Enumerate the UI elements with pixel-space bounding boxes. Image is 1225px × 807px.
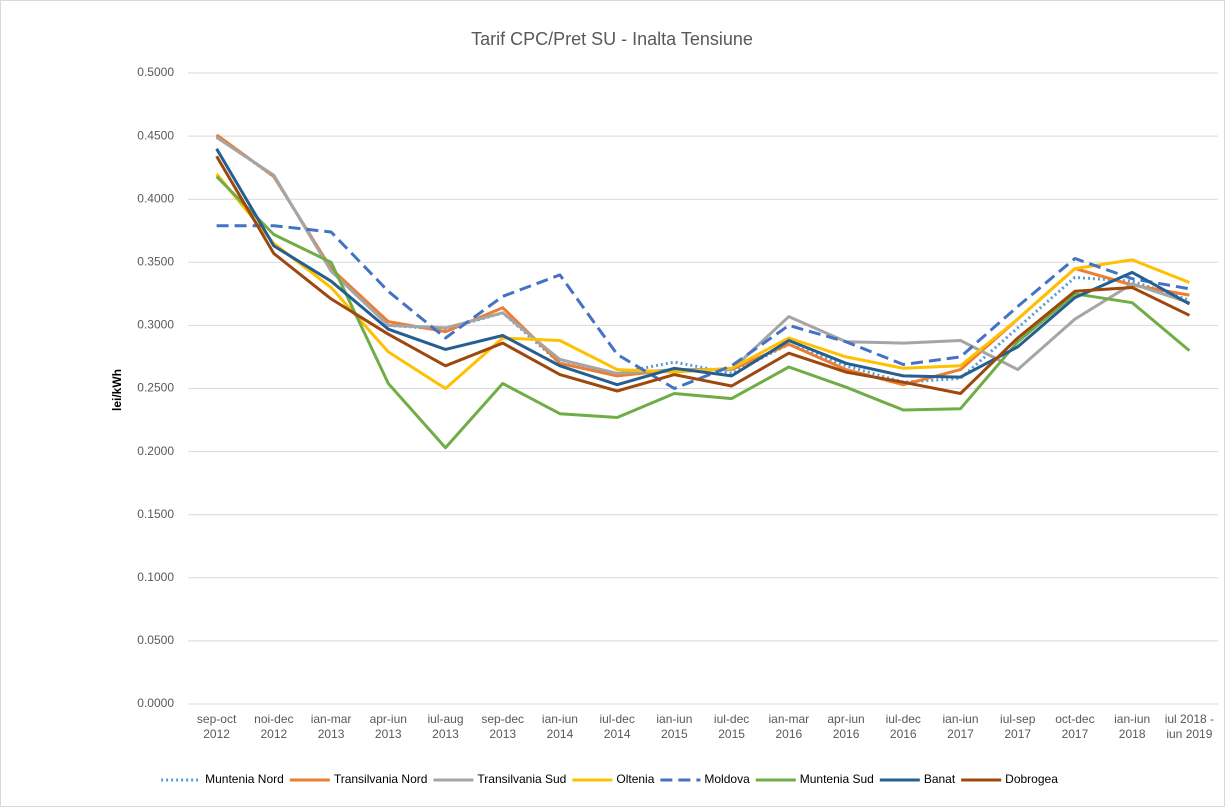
x-tick-label: ian-iun 2015	[656, 712, 693, 741]
y-tick-label: 0.2500	[137, 381, 174, 395]
line-series	[215, 173, 1190, 390]
x-tick-label: sep-oct 2012	[196, 712, 237, 741]
legend-label: Moldova	[704, 772, 750, 786]
y-tick-label: 0.5000	[137, 65, 174, 79]
y-tick-label: 0.0500	[137, 633, 174, 647]
x-tick-label: iul-dec 2014	[599, 712, 635, 741]
y-tick-label: 0.4000	[137, 191, 174, 205]
chart-title: Tarif CPC/Pret SU - Inalta Tensiune	[471, 29, 753, 49]
line-series	[215, 147, 1191, 387]
y-tick-label: 0.1000	[137, 570, 174, 584]
x-tick-label: oct-dec 2017	[1055, 712, 1095, 741]
y-tick-label: 0.0000	[137, 696, 174, 710]
x-tick-label: noi-dec 2012	[254, 712, 294, 741]
x-tick-label: ian-mar 2013	[310, 712, 352, 741]
line-series	[215, 175, 1191, 450]
y-axis-label: lei/kWh	[110, 369, 124, 411]
legend-label: Transilvania Nord	[334, 772, 428, 786]
legend-label: Transilvania Sud	[477, 772, 566, 786]
y-tick-label: 0.3000	[137, 318, 174, 332]
x-tick-label: iul 2018 - iun 2019	[1164, 712, 1215, 741]
y-tick-label: 0.4500	[137, 128, 174, 142]
x-tick-label: apr-iun 2016	[827, 712, 865, 741]
x-tick-label: iul-aug 2013	[427, 712, 464, 741]
x-tick-label: iul-dec 2016	[885, 712, 921, 741]
x-tick-label: sep-dec 2013	[481, 712, 525, 741]
y-tick-label: 0.3500	[137, 254, 174, 268]
x-tick-label: ian-iun 2017	[942, 712, 979, 741]
legend-label: Muntenia Sud	[800, 772, 874, 786]
legend-label: Muntenia Nord	[205, 772, 284, 786]
y-tick-label: 0.1500	[137, 507, 174, 521]
x-tick-label: iul-dec 2015	[713, 712, 750, 741]
line-series	[215, 155, 1191, 395]
legend-label: Oltenia	[616, 772, 654, 786]
line-series	[216, 224, 1190, 390]
x-tick-label: ian-iun 2014	[541, 712, 578, 741]
legend-label: Dobrogea	[1005, 772, 1058, 786]
x-tick-label: iul-sep 2017	[1000, 712, 1036, 741]
x-tick-label: ian-iun 2018	[1114, 712, 1151, 741]
y-tick-label: 0.2000	[137, 444, 174, 458]
legend-label: Banat	[924, 772, 956, 786]
x-tick-label: ian-mar 2016	[768, 712, 810, 741]
x-tick-label: apr-iun 2013	[369, 712, 407, 741]
